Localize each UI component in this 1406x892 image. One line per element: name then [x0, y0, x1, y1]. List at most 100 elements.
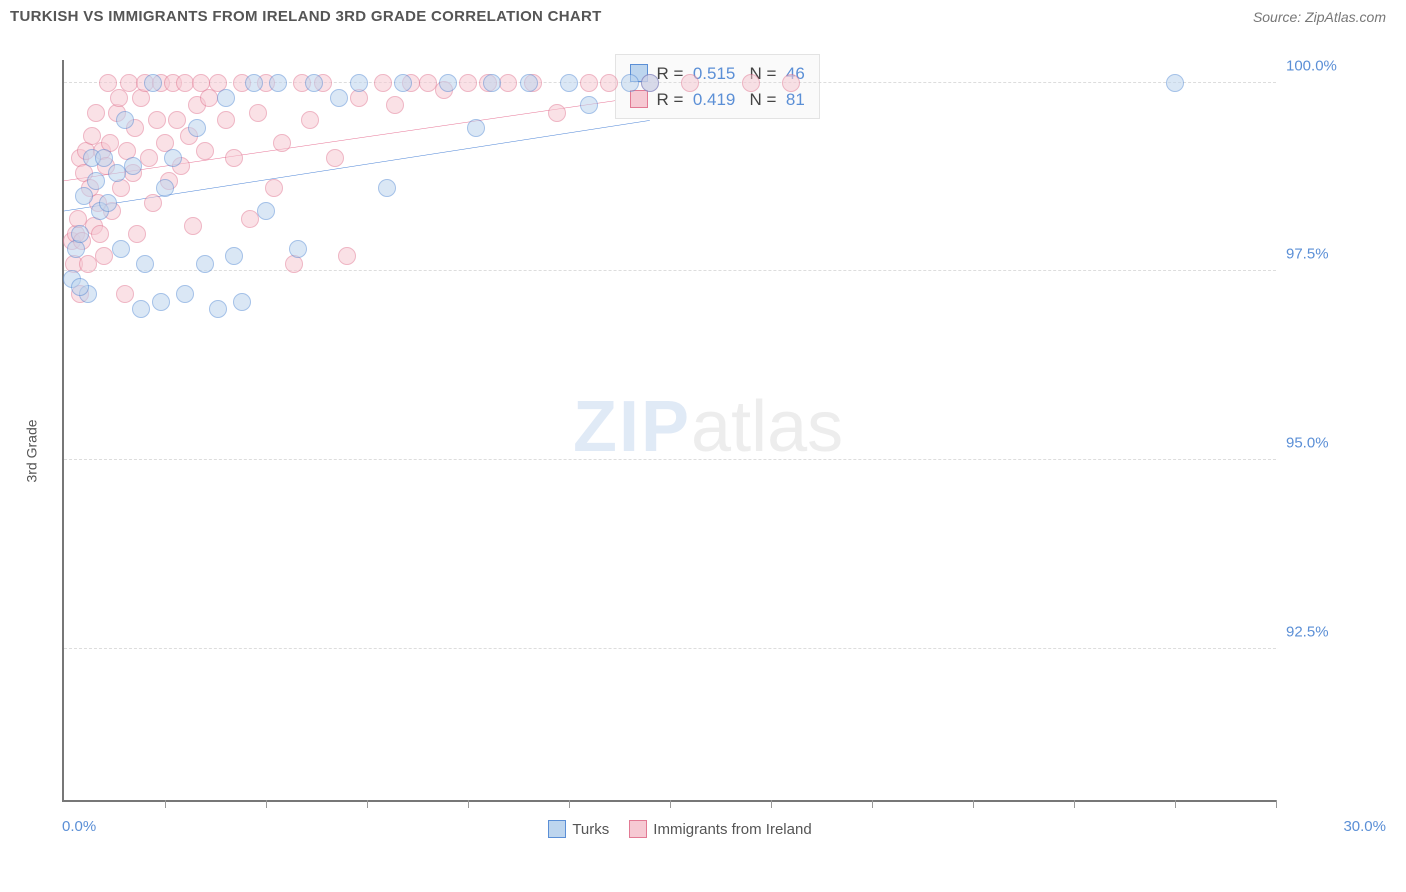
data-point — [459, 74, 477, 92]
data-point — [378, 179, 396, 197]
y-tick-label: 92.5% — [1286, 623, 1371, 640]
data-point — [95, 149, 113, 167]
data-point — [386, 96, 404, 114]
x-tick — [1276, 800, 1277, 808]
stats-row: R = 0.419 N = 81 — [630, 87, 804, 113]
x-tick — [165, 800, 166, 808]
data-point — [350, 74, 368, 92]
gridline-h — [64, 270, 1276, 271]
watermark-atlas: atlas — [691, 387, 843, 467]
x-tick — [1175, 800, 1176, 808]
data-point — [233, 293, 251, 311]
data-point — [621, 74, 639, 92]
data-point — [225, 247, 243, 265]
data-point — [124, 157, 142, 175]
x-tick — [569, 800, 570, 808]
data-point — [196, 255, 214, 273]
data-point — [330, 89, 348, 107]
gridline-h — [64, 648, 1276, 649]
data-point — [245, 74, 263, 92]
data-point — [305, 74, 323, 92]
x-tick — [468, 800, 469, 808]
plot-region: ZIPatlas R = 0.515 N = 46R = 0.419 N = 8… — [62, 60, 1276, 802]
data-point — [144, 194, 162, 212]
data-point — [176, 285, 194, 303]
data-point — [116, 111, 134, 129]
watermark-zip: ZIP — [573, 387, 691, 467]
x-tick — [771, 800, 772, 808]
data-point — [116, 285, 134, 303]
stat-r: 0.515 — [693, 64, 736, 83]
data-point — [249, 104, 267, 122]
data-point — [269, 74, 287, 92]
data-point — [184, 217, 202, 235]
data-point — [285, 255, 303, 273]
x-tick — [367, 800, 368, 808]
data-point — [641, 74, 659, 92]
data-point — [580, 74, 598, 92]
data-point — [152, 293, 170, 311]
data-point — [112, 240, 130, 258]
data-point — [136, 255, 154, 273]
data-point — [782, 74, 800, 92]
data-point — [164, 149, 182, 167]
x-tick — [670, 800, 671, 808]
data-point — [273, 134, 291, 152]
data-point — [140, 149, 158, 167]
x-tick-max: 30.0% — [1343, 818, 1386, 835]
data-point — [301, 111, 319, 129]
watermark: ZIPatlas — [573, 386, 843, 468]
data-point — [132, 89, 150, 107]
legend-label: Immigrants from Ireland — [653, 821, 811, 838]
data-point — [580, 96, 598, 114]
data-point — [209, 300, 227, 318]
data-point — [338, 247, 356, 265]
data-point — [99, 194, 117, 212]
data-point — [148, 111, 166, 129]
data-point — [439, 74, 457, 92]
data-point — [144, 74, 162, 92]
legend-swatch — [548, 820, 566, 838]
data-point — [467, 119, 485, 137]
data-point — [71, 278, 89, 296]
data-point — [394, 74, 412, 92]
legend-label: Turks — [572, 821, 609, 838]
data-point — [71, 225, 89, 243]
chart-header: TURKISH VS IMMIGRANTS FROM IRELAND 3RD G… — [0, 0, 1406, 33]
trend-lines — [64, 60, 1276, 800]
data-point — [75, 187, 93, 205]
x-tick — [872, 800, 873, 808]
data-point — [188, 119, 206, 137]
data-point — [128, 225, 146, 243]
legend-swatch — [630, 90, 648, 108]
y-tick-label: 100.0% — [1286, 57, 1371, 74]
data-point — [483, 74, 501, 92]
data-point — [110, 89, 128, 107]
data-point — [265, 179, 283, 197]
gridline-h — [64, 459, 1276, 460]
data-point — [681, 74, 699, 92]
data-point — [374, 74, 392, 92]
legend-swatch — [629, 820, 647, 838]
x-tick — [1074, 800, 1075, 808]
stat-n: 81 — [786, 90, 805, 109]
data-point — [600, 74, 618, 92]
x-tick — [973, 800, 974, 808]
data-point — [217, 89, 235, 107]
data-point — [225, 149, 243, 167]
data-point — [196, 142, 214, 160]
data-point — [326, 149, 344, 167]
data-point — [520, 74, 538, 92]
chart-source: Source: ZipAtlas.com — [1253, 9, 1386, 25]
data-point — [87, 172, 105, 190]
data-point — [1166, 74, 1184, 92]
data-point — [168, 111, 186, 129]
data-point — [217, 111, 235, 129]
y-tick-label: 97.5% — [1286, 246, 1371, 263]
data-point — [87, 104, 105, 122]
data-point — [289, 240, 307, 258]
y-tick-label: 95.0% — [1286, 435, 1371, 452]
chart-area: 3rd Grade ZIPatlas R = 0.515 N = 46R = 0… — [10, 40, 1386, 862]
data-point — [548, 104, 566, 122]
x-tick — [266, 800, 267, 808]
